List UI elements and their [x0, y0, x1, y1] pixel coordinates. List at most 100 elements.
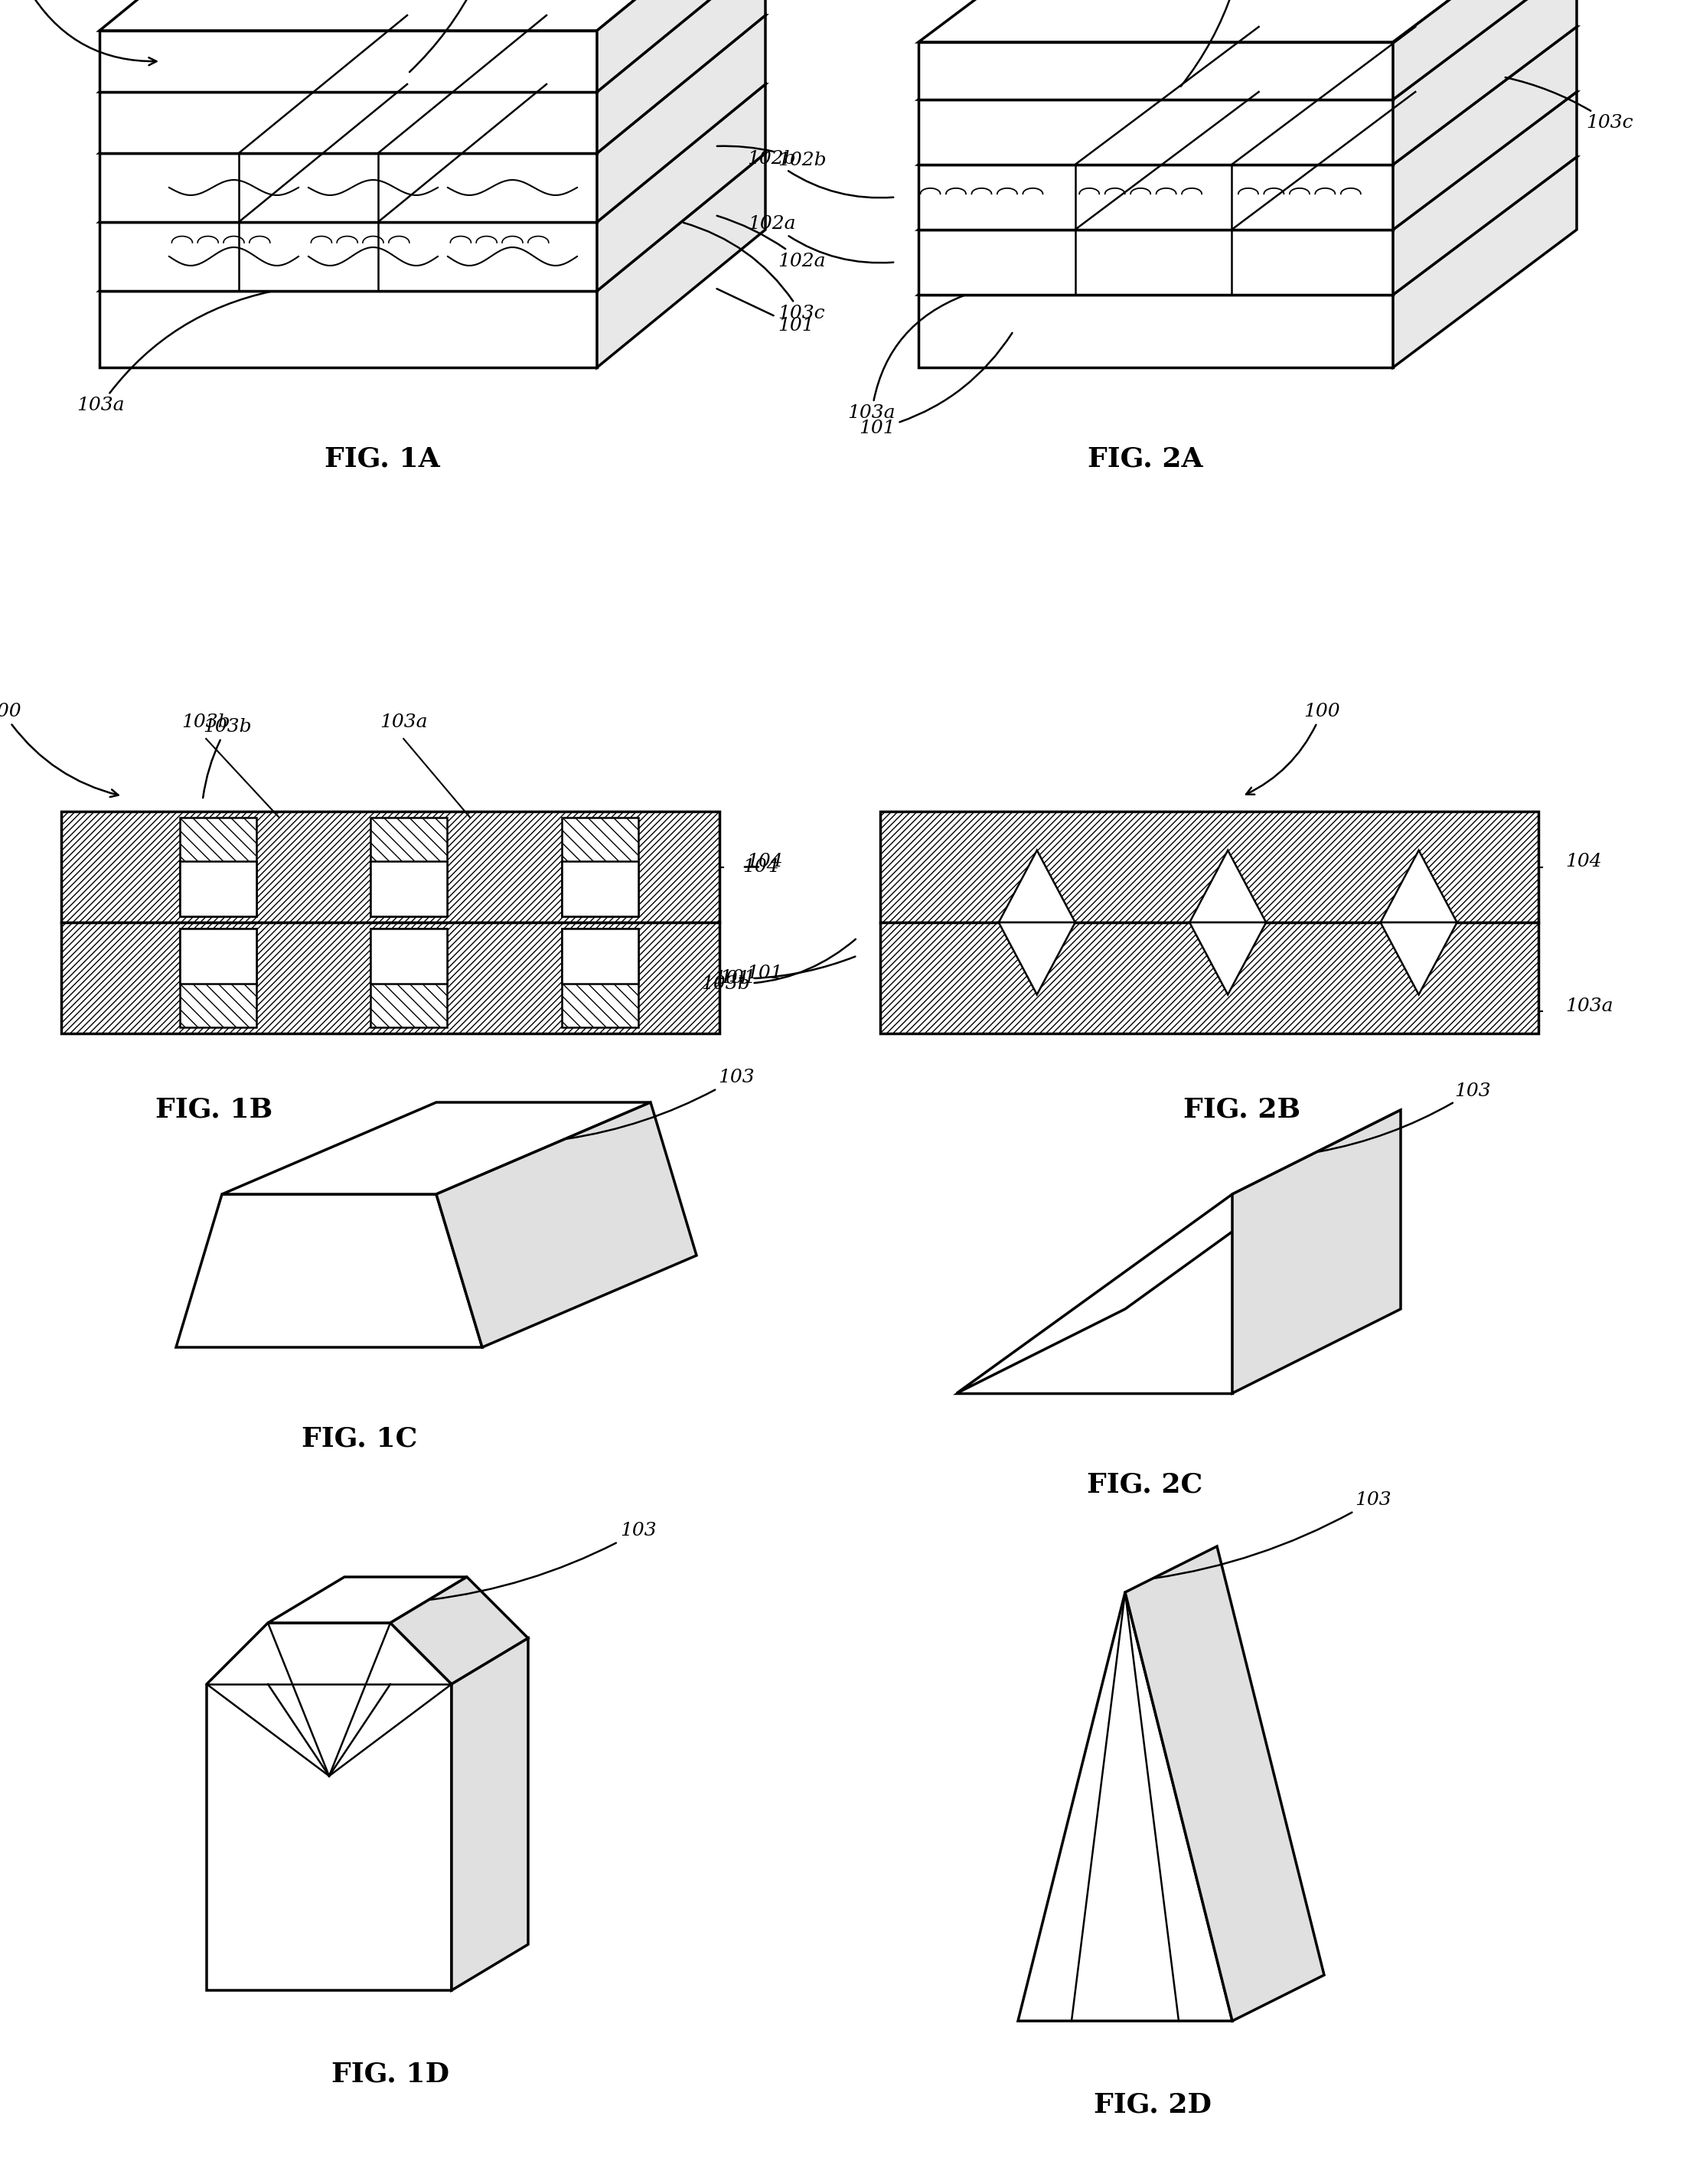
Text: 103b: 103b — [409, 0, 506, 72]
Text: 103a: 103a — [380, 714, 427, 732]
Polygon shape — [451, 1638, 528, 1990]
Polygon shape — [181, 860, 255, 917]
Polygon shape — [1381, 850, 1458, 922]
Text: 101: 101 — [858, 332, 1012, 437]
Polygon shape — [99, 92, 598, 153]
Text: 103b: 103b — [182, 714, 230, 732]
Text: 104: 104 — [743, 858, 778, 876]
Polygon shape — [918, 100, 1393, 164]
Polygon shape — [99, 0, 765, 92]
Text: 102b: 102b — [717, 146, 826, 168]
Text: 101: 101 — [717, 288, 814, 334]
Text: 103a: 103a — [77, 290, 271, 415]
Text: FIG. 2D: FIG. 2D — [1093, 2092, 1211, 2118]
Text: FIG. 1D: FIG. 1D — [332, 2062, 450, 2088]
Text: FIG. 1B: FIG. 1B — [155, 1096, 272, 1123]
Polygon shape — [1393, 0, 1577, 164]
Polygon shape — [918, 26, 1577, 164]
Polygon shape — [99, 85, 765, 223]
Polygon shape — [880, 812, 1538, 922]
Polygon shape — [918, 157, 1577, 295]
Polygon shape — [957, 1109, 1400, 1393]
Polygon shape — [99, 290, 598, 367]
Text: 103b: 103b — [702, 939, 855, 992]
Polygon shape — [99, 31, 598, 92]
Text: 102a: 102a — [717, 216, 826, 271]
Polygon shape — [598, 85, 765, 290]
Text: 104: 104 — [1565, 854, 1603, 871]
Polygon shape — [880, 922, 1538, 1033]
Text: 102a: 102a — [748, 214, 894, 262]
Text: FIG. 1A: FIG. 1A — [324, 446, 439, 472]
Polygon shape — [206, 1623, 451, 1990]
Polygon shape — [181, 928, 255, 1026]
Polygon shape — [181, 817, 255, 917]
Polygon shape — [918, 41, 1393, 100]
Polygon shape — [181, 928, 255, 983]
Text: 100: 100 — [7, 0, 157, 66]
Text: 100: 100 — [1247, 703, 1340, 795]
Polygon shape — [1233, 1109, 1400, 1393]
Polygon shape — [918, 92, 1577, 229]
Polygon shape — [998, 922, 1075, 994]
Text: FIG. 2C: FIG. 2C — [1087, 1472, 1202, 1498]
Text: 103c: 103c — [1505, 76, 1633, 131]
Text: 103c: 103c — [683, 223, 824, 323]
Polygon shape — [918, 295, 1393, 367]
Polygon shape — [1393, 157, 1577, 367]
Polygon shape — [436, 1103, 697, 1348]
Polygon shape — [175, 1195, 482, 1348]
Polygon shape — [918, 0, 1577, 100]
Polygon shape — [562, 860, 639, 917]
Polygon shape — [598, 153, 765, 367]
Polygon shape — [61, 922, 719, 1033]
Polygon shape — [562, 928, 639, 983]
Polygon shape — [99, 153, 598, 223]
Polygon shape — [1393, 92, 1577, 295]
Polygon shape — [598, 0, 765, 153]
Polygon shape — [598, 15, 765, 223]
Text: 103: 103 — [1155, 1492, 1391, 1579]
Polygon shape — [998, 850, 1075, 922]
Polygon shape — [99, 223, 598, 290]
Polygon shape — [61, 812, 719, 922]
Polygon shape — [390, 1577, 528, 1684]
Polygon shape — [1381, 922, 1458, 994]
Text: 103b: 103b — [203, 719, 252, 797]
Polygon shape — [371, 928, 448, 1026]
Polygon shape — [267, 1577, 467, 1623]
Polygon shape — [99, 0, 765, 31]
Polygon shape — [918, 0, 1577, 41]
Text: 103: 103 — [567, 1068, 754, 1138]
Polygon shape — [1018, 1592, 1233, 2020]
Polygon shape — [598, 0, 765, 92]
Text: 103a: 103a — [1565, 998, 1613, 1016]
Text: 101: 101 — [719, 970, 756, 987]
Polygon shape — [562, 928, 639, 1026]
Text: 103b: 103b — [1180, 0, 1262, 87]
Polygon shape — [562, 817, 639, 917]
Polygon shape — [371, 860, 448, 917]
Text: 101: 101 — [714, 957, 855, 987]
Polygon shape — [371, 817, 448, 917]
Text: 103: 103 — [1318, 1081, 1490, 1151]
Text: FIG. 2B: FIG. 2B — [1184, 1096, 1301, 1123]
Text: 100: 100 — [0, 703, 118, 797]
Text: FIG. 2A: FIG. 2A — [1088, 446, 1202, 472]
Text: 104: 104 — [746, 854, 783, 871]
Text: 103: 103 — [431, 1522, 656, 1599]
Text: 101: 101 — [746, 963, 783, 983]
Polygon shape — [1393, 26, 1577, 229]
Polygon shape — [1190, 922, 1265, 994]
Polygon shape — [918, 229, 1393, 295]
Polygon shape — [1190, 850, 1265, 922]
Text: 102b: 102b — [748, 151, 894, 199]
Polygon shape — [957, 1195, 1233, 1393]
Polygon shape — [1126, 1546, 1325, 2020]
Text: 103a: 103a — [848, 295, 964, 422]
Polygon shape — [99, 153, 765, 290]
Polygon shape — [99, 15, 765, 153]
Text: FIG. 1C: FIG. 1C — [301, 1426, 417, 1452]
Polygon shape — [371, 928, 448, 983]
Polygon shape — [918, 164, 1393, 229]
